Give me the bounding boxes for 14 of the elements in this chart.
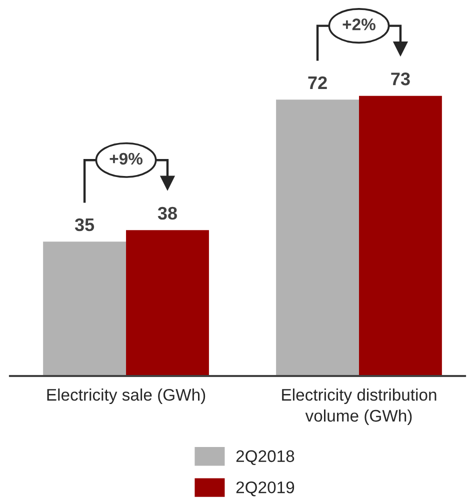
bar: [358, 96, 442, 376]
bar: [43, 242, 126, 376]
data-label: 72: [308, 76, 327, 89]
data-label: 38: [158, 206, 177, 220]
x-tick-label: Electricity sale (GWh): [47, 388, 206, 404]
legend-label: 2Q2018: [236, 450, 294, 466]
x-tick-label: Electricity distribution volume (GWh): [282, 388, 436, 425]
annotation: +9%: [110, 152, 142, 165]
bar: [126, 230, 209, 376]
data-label: 35: [74, 218, 94, 232]
legend-label: 2Q2019: [236, 481, 294, 496]
bar: [276, 100, 359, 376]
text: +2%: [342, 18, 376, 30]
data-label: 73: [391, 72, 410, 86]
